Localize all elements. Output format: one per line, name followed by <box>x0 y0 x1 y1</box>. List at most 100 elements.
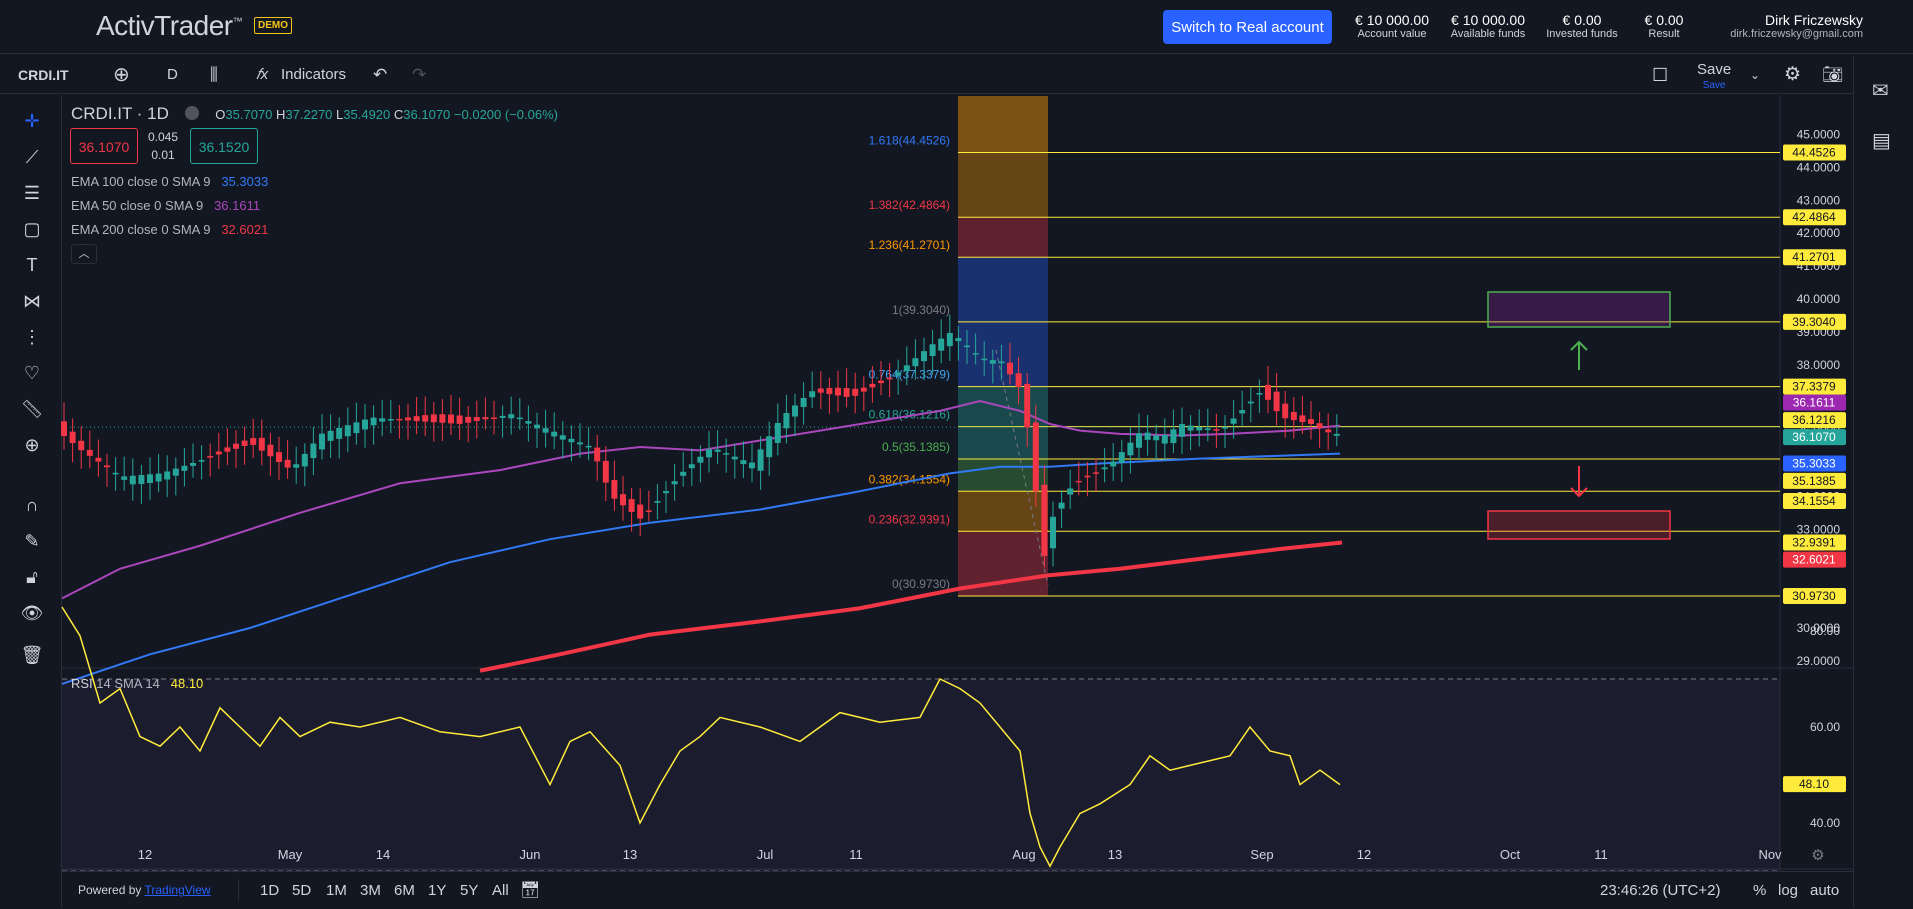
clock[interactable]: 23:46:26 (UTC+2) <box>1600 882 1721 899</box>
candle <box>955 338 962 342</box>
rsi-legend: RSI 14 SMA 14 48.10 <box>71 676 204 691</box>
collapse-legend-icon[interactable]: ︿ <box>71 244 97 264</box>
undo-icon[interactable]: ↶ <box>373 65 388 84</box>
redo-icon[interactable]: ↷ <box>412 65 427 84</box>
prediction-icon[interactable]: ⋮ <box>23 327 41 347</box>
news-icon[interactable]: ▤ <box>1872 130 1891 152</box>
candle <box>542 428 549 433</box>
range-button-1m[interactable]: 1M <box>326 882 347 899</box>
candle <box>671 481 678 485</box>
range-button-5y[interactable]: 5Y <box>460 882 479 899</box>
price-axis-label: 45.0000 <box>1797 128 1841 142</box>
candle <box>740 460 747 465</box>
rsi-axis-label: 80.00 <box>1810 624 1840 638</box>
pattern-icon[interactable]: ⋈ <box>23 291 41 311</box>
ema-200-legend[interactable]: EMA 200 close 0 SMA 9 32.6021 <box>71 222 269 237</box>
price-tag <box>1783 493 1846 510</box>
trend-line-icon[interactable]: ⟋ <box>25 147 39 167</box>
camera-icon[interactable]: 📷︎ <box>1822 65 1844 84</box>
candle <box>1239 410 1246 414</box>
price-tag <box>1783 249 1846 266</box>
indicators-button[interactable]: Indicators <box>281 66 347 83</box>
ema-100-legend[interactable]: EMA 100 close 0 SMA 9 35.3033 <box>71 174 269 189</box>
gear-icon[interactable]: ⚙ <box>1784 64 1802 85</box>
lock-icon[interactable]: 🔓︎ <box>26 567 38 587</box>
fib-tool-icon[interactable]: ☰ <box>23 183 41 203</box>
fx-icon[interactable]: 𝑓x <box>256 66 269 83</box>
price-axis-label: 38.0000 <box>1797 358 1841 372</box>
range-button-all[interactable]: All <box>492 882 509 899</box>
interval-select[interactable]: D <box>167 66 178 83</box>
ruler-icon[interactable]: 📏︎ <box>20 399 44 419</box>
calendar-icon[interactable]: 📅︎ <box>520 882 541 899</box>
percent-toggle[interactable]: % <box>1753 882 1767 899</box>
candle <box>155 473 162 482</box>
candle <box>1136 433 1142 448</box>
trash-icon[interactable]: 🗑︎ <box>20 645 44 665</box>
price-pane <box>62 95 1780 668</box>
eye-icon[interactable]: 👁︎ <box>20 603 44 623</box>
candle <box>1127 442 1134 456</box>
tradingview-link[interactable]: TradingView <box>144 883 211 897</box>
lock-drawing-icon[interactable]: ✎ <box>24 531 40 551</box>
candle <box>1024 383 1031 428</box>
buy-button[interactable]: 36.1520 <box>190 128 258 164</box>
candle <box>1144 432 1151 440</box>
chart-type-icon[interactable]: ⫼ <box>210 65 218 84</box>
axis-settings-icon[interactable]: ⚙ <box>1811 847 1824 864</box>
fib-label: 0.618(36.1216) <box>869 408 950 422</box>
candle <box>121 476 128 480</box>
candle <box>637 504 644 519</box>
mail-icon[interactable]: ✉ <box>1872 80 1889 102</box>
price-tag-label: 44.4526 <box>1792 146 1836 160</box>
rsi-value-label: 48.10 <box>1799 777 1829 791</box>
rectangle-icon[interactable]: ▢ <box>23 219 41 239</box>
candle <box>198 460 205 462</box>
down-arrow-icon <box>1570 466 1588 498</box>
candle <box>1333 433 1340 436</box>
range-button-3m[interactable]: 3M <box>360 882 381 899</box>
ema-50-legend[interactable]: EMA 50 close 0 SMA 9 36.1611 <box>71 198 261 213</box>
candle <box>783 413 790 429</box>
heart-icon[interactable]: ♡ <box>23 363 41 383</box>
range-button-1d[interactable]: 1D <box>260 882 280 899</box>
price-tag-label: 37.3379 <box>1792 380 1836 394</box>
crosshair-icon[interactable]: ✛ <box>24 111 40 131</box>
sell-button[interactable]: 36.1070 <box>70 128 138 164</box>
price-tag-label: 32.6021 <box>1792 553 1836 567</box>
fullscreen-icon[interactable]: ☐ <box>1652 65 1669 85</box>
range-button-1y[interactable]: 1Y <box>428 882 447 899</box>
market-status-icon <box>185 106 200 120</box>
magnet-icon[interactable]: ∩ <box>25 495 39 515</box>
save-button[interactable]: Save Save <box>1697 61 1732 92</box>
candle <box>319 433 325 450</box>
zoom-icon[interactable]: ⊕ <box>24 435 40 455</box>
auto-toggle[interactable]: auto <box>1810 882 1840 899</box>
candle <box>190 462 196 466</box>
candle <box>310 443 317 459</box>
text-icon[interactable]: T <box>26 255 38 275</box>
candle <box>516 417 523 420</box>
time-axis-label: 12 <box>138 847 152 862</box>
candle <box>594 447 601 462</box>
chart-toolbar: CRDI.IT ⊕ D ⫼ 𝑓x Indicators ↶ ↷ ☐ Save Sa… <box>0 56 1853 94</box>
chevron-down-icon[interactable]: ⌄ <box>1750 68 1761 82</box>
time-axis-label: 12 <box>1357 847 1371 862</box>
price-axis-label: 30.0000 <box>1797 621 1841 635</box>
switch-to-real-button[interactable]: Switch to Real account <box>1163 10 1332 44</box>
symbol-search[interactable]: CRDI.IT <box>18 67 69 83</box>
time-axis-label: Aug <box>1012 847 1035 862</box>
range-button-6m[interactable]: 6M <box>394 882 415 899</box>
user-menu[interactable]: Dirk Friczewsky dirk.friczewsky@gmail.com <box>1730 12 1863 40</box>
log-toggle[interactable]: log <box>1778 882 1799 899</box>
candle <box>258 437 265 451</box>
add-symbol-icon[interactable]: ⊕ <box>113 64 130 86</box>
candle <box>508 414 515 419</box>
candle <box>792 405 798 417</box>
candle <box>1187 425 1194 431</box>
candle <box>164 471 171 480</box>
candle <box>749 462 755 469</box>
price-tag-label: 39.3040 <box>1792 315 1836 329</box>
range-button-5d[interactable]: 5D <box>292 882 312 899</box>
